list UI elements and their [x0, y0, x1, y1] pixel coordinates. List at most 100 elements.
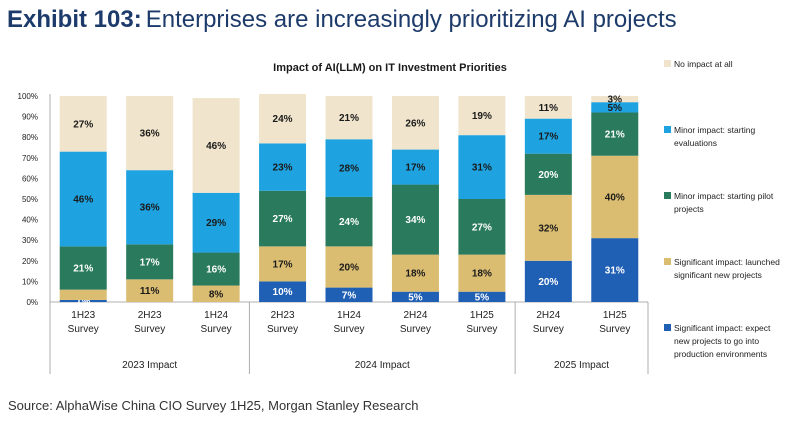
source-note: Source: AlphaWise China CIO Survey 1H25,…	[8, 398, 419, 413]
data-label: 8%	[209, 289, 224, 300]
bar-segment	[192, 285, 240, 302]
bar-segment	[126, 279, 174, 302]
x-tick-label: 2H23	[271, 310, 295, 321]
x-tick-label: Survey	[333, 324, 364, 335]
bar-segment	[524, 194, 572, 261]
bar-segment	[591, 112, 639, 156]
data-label: 36%	[140, 129, 160, 140]
y-tick-label: 0%	[26, 298, 38, 307]
bar-segment	[325, 139, 373, 197]
bar-segment	[259, 143, 307, 191]
x-tick-label: Survey	[466, 324, 497, 335]
bar-segment	[391, 254, 439, 292]
data-label: 29%	[206, 218, 226, 229]
chart-title: Impact of AI(LLM) on IT Investment Prior…	[273, 62, 507, 74]
bar-segment	[458, 96, 506, 136]
legend-swatch	[664, 60, 671, 67]
bar-segment	[524, 118, 572, 154]
bar-segment	[59, 299, 107, 302]
y-tick-label: 30%	[22, 236, 38, 245]
bar-segment	[325, 287, 373, 302]
y-tick-label: 80%	[22, 133, 38, 142]
data-label: 20%	[538, 170, 558, 181]
exhibit-headline: Enterprises are increasingly prioritizin…	[145, 6, 677, 33]
exhibit-title: Exhibit 103: Enterprises are increasingly…	[7, 6, 677, 34]
data-label: 27%	[73, 119, 93, 130]
bar-segment	[259, 190, 307, 247]
legend-item: Significant impact: launched significant…	[664, 256, 782, 282]
x-tick-label: 1H24	[337, 310, 361, 321]
x-tick-label: 1H25	[470, 310, 494, 321]
x-tick-label: Survey	[533, 324, 564, 335]
y-tick-label: 100%	[18, 92, 38, 101]
bar-segment	[126, 96, 174, 171]
bar-segment	[458, 254, 506, 292]
x-tick-label: 1H25	[603, 310, 627, 321]
x-tick-label: Survey	[68, 324, 99, 335]
x-tick-label: 2H24	[536, 310, 560, 321]
x-tick-label: Survey	[400, 324, 431, 335]
bar-segment	[259, 93, 307, 144]
data-label: 36%	[140, 203, 160, 214]
bar-segment	[458, 291, 506, 302]
x-tick-label: Survey	[267, 324, 298, 335]
data-label: 46%	[73, 195, 93, 206]
bar-segment	[391, 291, 439, 302]
bar-segment	[524, 96, 572, 119]
data-label: 21%	[73, 264, 93, 275]
bar-segment	[126, 244, 174, 280]
bar-segment	[391, 149, 439, 185]
data-label: 27%	[273, 214, 293, 225]
bar-segment	[391, 184, 439, 255]
bar-segment	[59, 246, 107, 290]
legend-label: No impact at all	[674, 59, 733, 69]
data-label: 16%	[206, 265, 226, 276]
legend-item: Significant impact: expect new projects …	[664, 322, 782, 361]
bar-segment	[259, 246, 307, 282]
data-label: 24%	[339, 217, 359, 228]
y-tick-label: 40%	[22, 216, 38, 225]
x-tick-label: 2H24	[403, 310, 427, 321]
x-tick-label: 2H23	[138, 310, 162, 321]
y-tick-label: 10%	[22, 277, 38, 286]
bar-segment	[524, 260, 572, 302]
bar-segment	[59, 151, 107, 247]
legend-label: Significant impact: launched significant…	[674, 257, 780, 280]
legend-label: Minor impact: starting pilot projects	[674, 191, 774, 214]
legend-swatch	[664, 324, 671, 331]
data-label: 5%	[408, 292, 423, 303]
legend-item: No impact at all	[664, 58, 782, 71]
data-label: 40%	[605, 192, 625, 203]
bar-segment	[192, 252, 240, 286]
data-label: 20%	[538, 277, 558, 288]
data-label: 46%	[206, 141, 226, 152]
group-label: 2025 Impact	[554, 360, 609, 371]
y-tick-label: 70%	[22, 154, 38, 163]
bar-segment	[325, 246, 373, 288]
data-label: 11%	[140, 286, 160, 297]
data-label: 17%	[140, 257, 160, 268]
data-label: 18%	[405, 269, 425, 280]
y-tick-label: 90%	[22, 113, 38, 122]
bar-segment	[391, 96, 439, 150]
data-label: 21%	[605, 130, 625, 141]
legend-item: Minor impact: starting evaluations	[664, 124, 782, 150]
bar-segment	[325, 96, 373, 140]
data-label: 23%	[273, 163, 293, 174]
data-label: 21%	[339, 113, 359, 124]
group-label: 2024 Impact	[355, 360, 410, 371]
data-label: 5%	[608, 103, 623, 114]
data-label: 31%	[472, 163, 492, 174]
data-label: 18%	[472, 269, 492, 280]
x-tick-label: Survey	[599, 324, 630, 335]
data-label: 19%	[472, 111, 492, 122]
legend-swatch	[664, 192, 671, 199]
x-tick-label: 1H23	[71, 310, 95, 321]
data-label: 20%	[339, 262, 359, 273]
bar-segment	[259, 281, 307, 302]
data-label: 32%	[538, 223, 558, 234]
group-label: 2023 Impact	[122, 360, 177, 371]
y-tick-label: 50%	[22, 195, 38, 204]
data-label: 5%	[475, 292, 490, 303]
